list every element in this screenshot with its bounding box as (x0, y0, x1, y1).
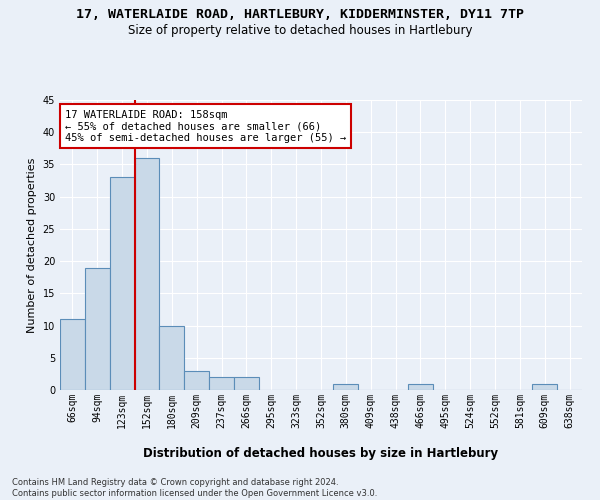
Y-axis label: Number of detached properties: Number of detached properties (27, 158, 37, 332)
Bar (160, 326, 184, 390)
Text: Distribution of detached houses by size in Hartlebury: Distribution of detached houses by size … (143, 448, 499, 460)
Bar (60, 319, 85, 390)
Bar (334, 384, 358, 390)
Bar (532, 384, 557, 390)
Text: 17 WATERLAIDE ROAD: 158sqm
← 55% of detached houses are smaller (66)
45% of semi: 17 WATERLAIDE ROAD: 158sqm ← 55% of deta… (65, 110, 346, 143)
Bar (110, 178, 134, 390)
Bar (209, 377, 234, 390)
Bar (85, 268, 110, 390)
Bar (134, 158, 160, 390)
Bar (408, 384, 433, 390)
Text: Size of property relative to detached houses in Hartlebury: Size of property relative to detached ho… (128, 24, 472, 37)
Bar (234, 377, 259, 390)
Text: Contains HM Land Registry data © Crown copyright and database right 2024.
Contai: Contains HM Land Registry data © Crown c… (12, 478, 377, 498)
Bar (184, 370, 209, 390)
Text: 17, WATERLAIDE ROAD, HARTLEBURY, KIDDERMINSTER, DY11 7TP: 17, WATERLAIDE ROAD, HARTLEBURY, KIDDERM… (76, 8, 524, 20)
